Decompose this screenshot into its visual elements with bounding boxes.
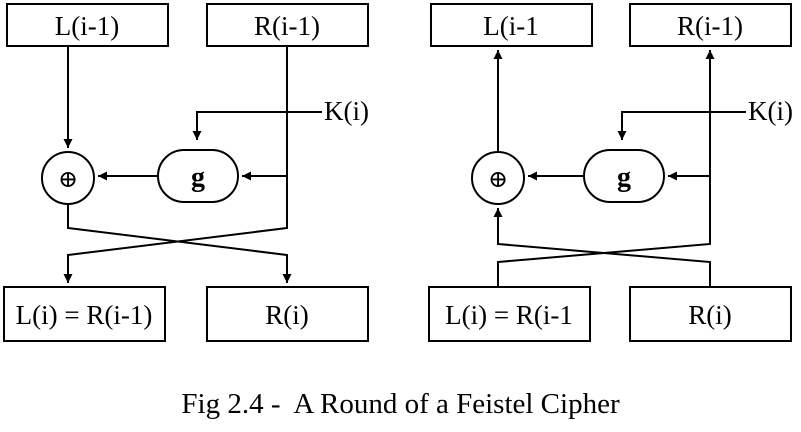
box-r-prev: R(i-1)	[206, 3, 369, 47]
wire-key-to-g-dec	[617, 111, 746, 140]
box-l-prev-dec: L(i-1	[430, 3, 593, 47]
feistel-diagram: L(i-1) R(i-1) K(i) g ⊕ L(i) = R(i-1)	[3, 3, 793, 342]
box-r-prev-dec: R(i-1)	[629, 3, 792, 47]
box-l-next: L(i) = R(i-1)	[3, 286, 166, 342]
box-r-next-dec: R(i)	[629, 286, 792, 342]
box-l-next-dec: L(i) = R(i-1	[428, 286, 591, 342]
box-l-prev: L(i-1)	[6, 3, 169, 47]
g-function: g	[157, 149, 239, 203]
label-key-dec: K(i)	[748, 96, 793, 126]
decryption-round: L(i-1 R(i-1) K(i) g ⊕ L(i) = R(i-1	[428, 3, 793, 342]
label-r-next-dec: R(i)	[688, 300, 732, 330]
encryption-round: L(i-1) R(i-1) K(i) g ⊕ L(i) = R(i-1)	[3, 3, 369, 342]
wire-key-to-g	[192, 111, 322, 140]
xor-node: ⊕	[41, 151, 95, 205]
label-l-next-dec: L(i) = R(i-1	[445, 300, 573, 330]
label-key: K(i)	[324, 96, 369, 126]
wire-xor-down	[67, 204, 292, 283]
label-l-prev-dec: L(i-1	[483, 11, 538, 41]
figure-caption: Fig 2.4 - A Round of a Feistel Cipher	[181, 388, 620, 420]
label-l-prev: L(i-1)	[55, 11, 119, 41]
wire-rnext-up-dec	[493, 208, 711, 287]
xor-icon-dec: ⊕	[488, 165, 508, 193]
box-r-next: R(i)	[206, 286, 369, 342]
label-g-dec: g	[617, 162, 631, 193]
label-g: g	[191, 162, 205, 193]
label-l-next: L(i) = R(i-1)	[16, 300, 153, 330]
xor-node-dec: ⊕	[471, 151, 525, 205]
xor-icon: ⊕	[58, 165, 78, 193]
label-r-prev-dec: R(i-1)	[677, 11, 743, 41]
label-r-next: R(i)	[265, 300, 309, 330]
g-function-dec: g	[583, 149, 665, 203]
label-r-prev: R(i-1)	[254, 11, 320, 41]
